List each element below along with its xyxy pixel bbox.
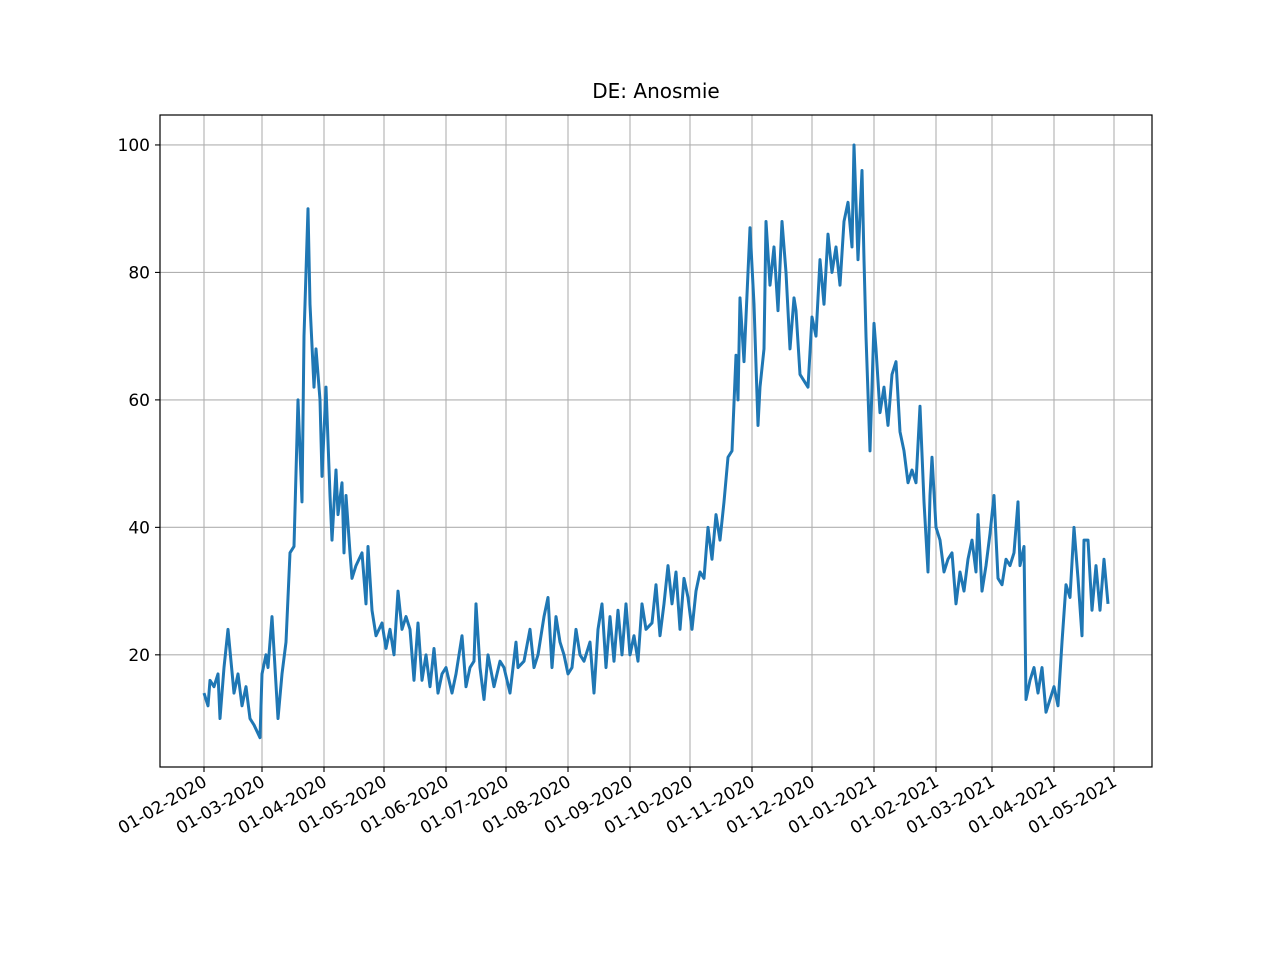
axes-frame: [159, 114, 1153, 768]
data-line: [202, 143, 1110, 740]
y-tick-label: 100: [118, 136, 150, 156]
plot: [202, 143, 1110, 740]
y-tick-label: 40: [128, 518, 150, 538]
y-tick-label: 60: [128, 391, 150, 411]
y-tick-label: 80: [128, 263, 150, 283]
y-tick-label: 20: [128, 646, 150, 666]
chart-title: DE: Anosmie: [592, 79, 720, 103]
